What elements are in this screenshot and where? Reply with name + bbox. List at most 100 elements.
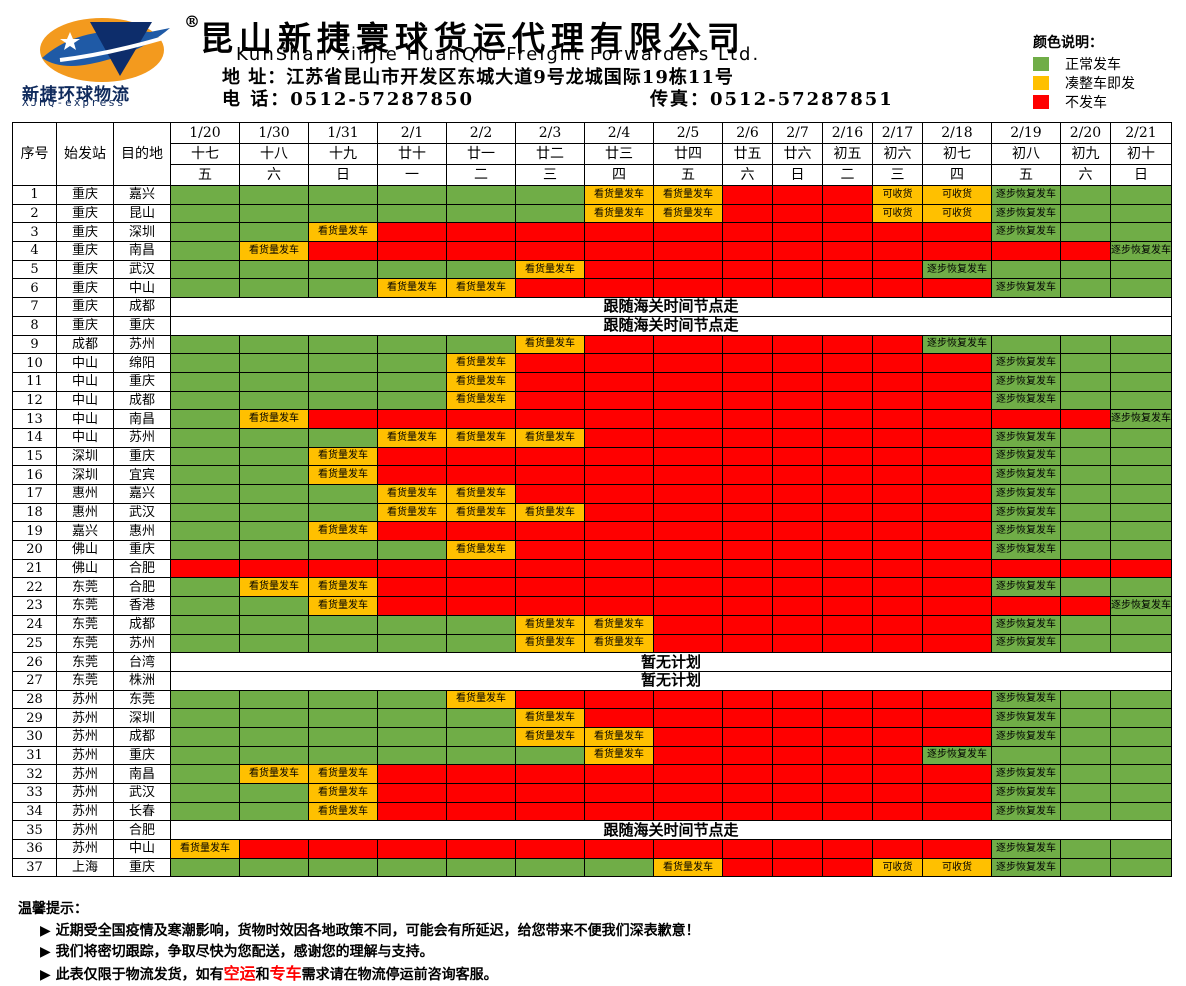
status-cell <box>308 857 378 878</box>
status-cell: 看货量发车 <box>446 540 516 560</box>
status-cell <box>239 540 309 560</box>
date-header: 2/16 <box>822 122 873 144</box>
status-cell <box>239 371 309 392</box>
status-cell <box>822 726 873 747</box>
status-cell <box>653 334 723 355</box>
status-cell <box>377 745 447 766</box>
destination: 合肥 <box>113 820 171 841</box>
status-cell: 看货量发车 <box>446 390 516 411</box>
destination: 重庆 <box>113 540 171 560</box>
status-cell <box>872 577 923 598</box>
status-cell <box>822 540 873 560</box>
status-cell <box>170 353 240 373</box>
schedule-note-cell: 跟随海关时间节点走 <box>170 820 1172 841</box>
status-cell <box>170 446 240 467</box>
status-cell: 逐步恢复发车 <box>991 764 1061 784</box>
table-row: 13 中山 南昌 看货量发车 逐步恢复发车 <box>12 409 1172 429</box>
table-row: 18 惠州 武汉 看货量发车 看货量发车 看货量发车 逐步恢复发车 <box>12 502 1172 523</box>
status-cell: 可收货 <box>922 185 992 205</box>
legend-swatch <box>1033 94 1049 109</box>
status-cell <box>1060 427 1111 448</box>
status-cell: 逐步恢复发车 <box>1110 409 1172 429</box>
status-cell <box>722 465 773 485</box>
table-row: 28 苏州 东莞 看货量发车 逐步恢复发车 <box>12 689 1172 710</box>
status-cell <box>239 745 309 766</box>
status-cell <box>239 857 309 878</box>
status-cell <box>1060 614 1111 635</box>
status-cell <box>170 857 240 878</box>
table-row: 31 苏州 重庆 看货量发车 逐步恢复发车 <box>12 745 1172 766</box>
status-cell: 逐步恢复发车 <box>991 371 1061 392</box>
status-cell <box>922 465 992 485</box>
origin-station: 苏州 <box>56 783 114 803</box>
status-cell <box>653 521 723 542</box>
status-cell <box>239 689 309 710</box>
status-cell <box>239 484 309 504</box>
status-cell <box>822 502 873 523</box>
status-cell <box>1060 334 1111 355</box>
status-cell <box>653 502 723 523</box>
status-cell <box>584 465 654 485</box>
status-cell <box>239 801 309 822</box>
status-cell <box>722 278 773 299</box>
status-cell <box>446 241 516 261</box>
status-cell <box>872 708 923 728</box>
header-row-weekday: 五六日一二三四五六日二三四五六日 <box>13 164 1172 186</box>
status-cell: 看货量发车 <box>308 446 378 467</box>
status-cell <box>653 427 723 448</box>
status-cell <box>584 241 654 261</box>
origin-station: 惠州 <box>56 502 114 523</box>
origin-station: 苏州 <box>56 745 114 766</box>
status-cell <box>377 577 447 598</box>
status-cell: 逐步恢复发车 <box>991 633 1061 654</box>
status-cell <box>1060 708 1111 728</box>
weekday-header: 日 <box>1110 164 1172 186</box>
destination: 重庆 <box>113 315 171 336</box>
status-cell <box>308 203 378 224</box>
weekday-header: 五 <box>170 164 240 186</box>
status-cell <box>922 484 992 504</box>
status-cell <box>446 558 516 579</box>
status-cell <box>446 465 516 485</box>
status-cell <box>872 558 923 579</box>
legend-label: 正常发车 <box>1065 56 1121 73</box>
table-row: 30 苏州 成都 看货量发车 看货量发车 逐步恢复发车 <box>12 726 1172 747</box>
status-cell <box>515 353 585 373</box>
table-row: 37 上海 重庆 看货量发车 可收货 可收货 逐步恢复发车 <box>12 857 1172 878</box>
table-row: 2 重庆 昆山 看货量发车 看货量发车 可收货 可收货 逐步恢复发车 <box>12 203 1172 224</box>
status-cell <box>653 390 723 411</box>
destination: 重庆 <box>113 446 171 467</box>
status-cell <box>653 745 723 766</box>
table-row: 23 东莞 香港 看货量发车 逐步恢复发车 <box>12 596 1172 616</box>
status-cell <box>584 577 654 598</box>
origin-station: 中山 <box>56 371 114 392</box>
status-cell <box>772 596 823 616</box>
table-row: 35 苏州 合肥 跟随海关时间节点走 <box>12 820 1172 841</box>
status-cell <box>872 633 923 654</box>
status-cell <box>991 409 1061 429</box>
table-row: 8 重庆 重庆 跟随海关时间节点走 <box>12 315 1172 336</box>
status-cell <box>772 353 823 373</box>
table-row: 26 东莞 台湾 暂无计划 <box>12 652 1172 672</box>
lunar-date-header: 十八 <box>239 143 309 165</box>
status-cell: 看货量发车 <box>584 745 654 766</box>
status-cell <box>1110 334 1172 355</box>
status-cell: 逐步恢复发车 <box>991 689 1061 710</box>
logo-english-text: XJHQ-express <box>22 96 126 109</box>
date-header: 2/2 <box>446 122 516 144</box>
tips-section: 温馨提示： ▶ 近期受全国疫情及寒潮影响，货物时效因各地政策不同，可能会有所延迟… <box>18 898 700 984</box>
status-cell <box>170 801 240 822</box>
status-cell <box>170 577 240 598</box>
status-cell <box>772 540 823 560</box>
status-cell <box>1060 484 1111 504</box>
status-cell <box>772 446 823 467</box>
row-number: 21 <box>12 558 57 579</box>
status-cell <box>170 259 240 280</box>
weekday-header: 六 <box>239 164 309 186</box>
status-cell <box>515 241 585 261</box>
status-cell <box>653 689 723 710</box>
status-cell: 看货量发车 <box>239 409 309 429</box>
destination: 中山 <box>113 278 171 299</box>
destination: 苏州 <box>113 334 171 355</box>
fax-value: 0512-57287851 <box>710 89 894 110</box>
